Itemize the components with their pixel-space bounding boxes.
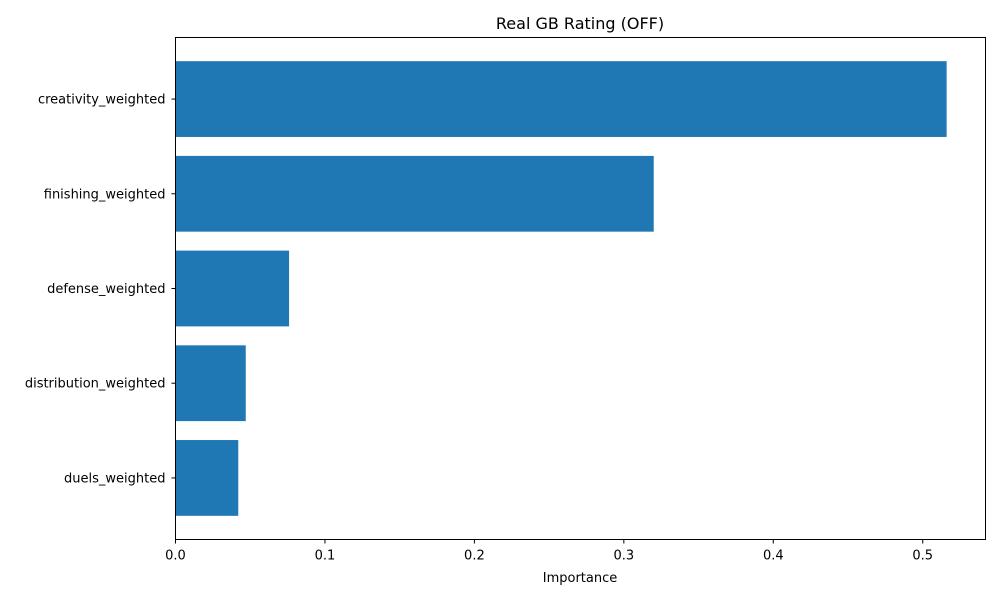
bar-distribution_weighted [175,345,246,422]
x-axis-label: Importance [543,571,618,586]
bar-duels_weighted [175,440,239,516]
x-tick-label: 0.5 [912,549,933,564]
y-tick-label: duels_weighted [64,471,165,486]
bar-defense_weighted [175,250,290,327]
x-tick-label: 0.2 [464,549,485,564]
x-ticks-group: 0.0 0.1 0.2 0.3 0.4 0.5 [165,539,933,564]
x-tick-label: 0.3 [613,549,634,564]
y-tick-label: distribution_weighted [25,377,166,392]
chart-title: Real GB Rating (OFF) [496,14,664,33]
y-tick-label: defense_weighted [47,282,165,297]
bars-group [175,61,947,516]
x-tick-label: 0.0 [165,549,186,564]
y-tick-label: creativity_weighted [38,93,166,108]
bar-creativity_weighted [175,61,947,137]
bar-finishing_weighted [175,155,654,232]
y-tick-label: finishing_weighted [44,187,166,202]
plot-frame [175,37,986,540]
x-tick-label: 0.4 [763,549,784,564]
x-tick-label: 0.1 [315,549,336,564]
y-ticks-group: creativity_weighted finishing_weighteddef… [25,93,176,486]
